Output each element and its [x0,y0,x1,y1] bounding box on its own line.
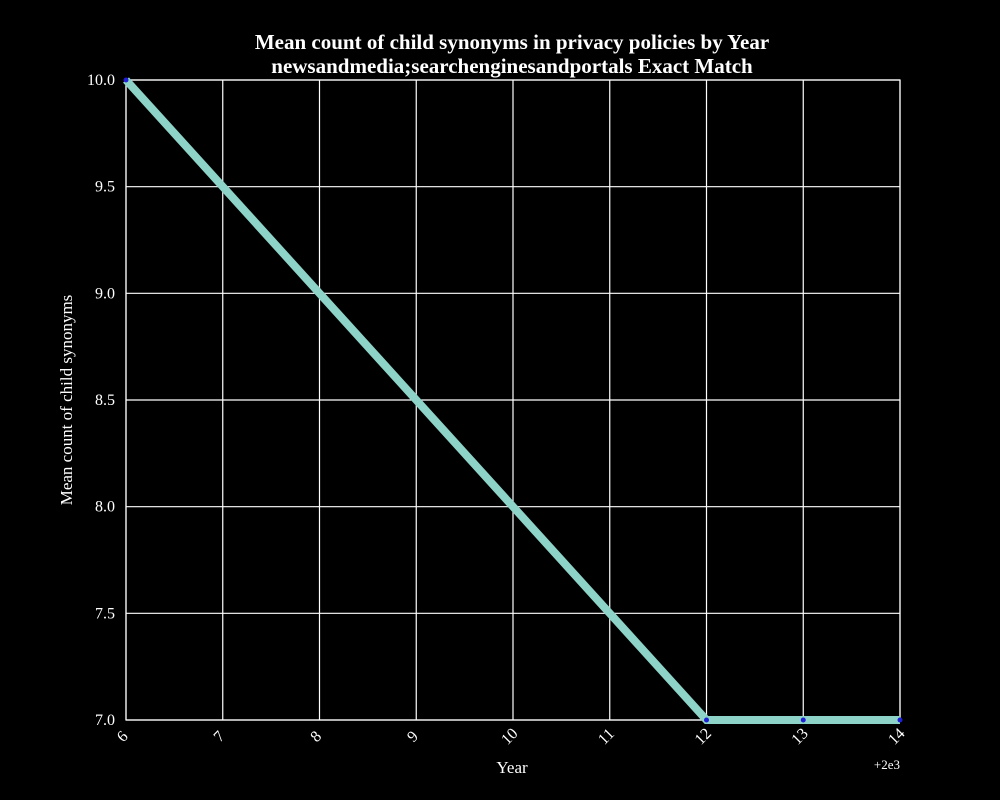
data-point [704,717,709,723]
y-tick-label: 7.5 [95,605,115,622]
y-tick-label: 9.5 [95,179,115,196]
data-point [123,77,129,83]
data-point [800,717,806,723]
y-tick-label: 8.5 [95,392,115,409]
x-axis-offset-label: +2e3 [874,757,900,772]
chart-title: Mean count of child synonyms in privacy … [255,30,769,54]
chart-subtitle: newsandmedia;searchenginesandportals Exa… [271,54,753,78]
series-line [123,77,900,724]
data-point [897,717,903,723]
plot-frame [125,79,901,721]
y-tick-label: 8.0 [95,499,115,516]
y-tick-label: 10.0 [87,72,115,89]
x-axis-label: Year [496,758,528,777]
y-tick-label: 9.0 [95,285,115,302]
y-axis-label: Mean count of child synonyms [57,295,76,506]
y-tick-labels: 7.0 7.5 8.0 8.5 9.0 9.5 10.0 [87,72,115,729]
series [123,77,903,724]
y-tick-label: 7.0 [95,712,115,729]
